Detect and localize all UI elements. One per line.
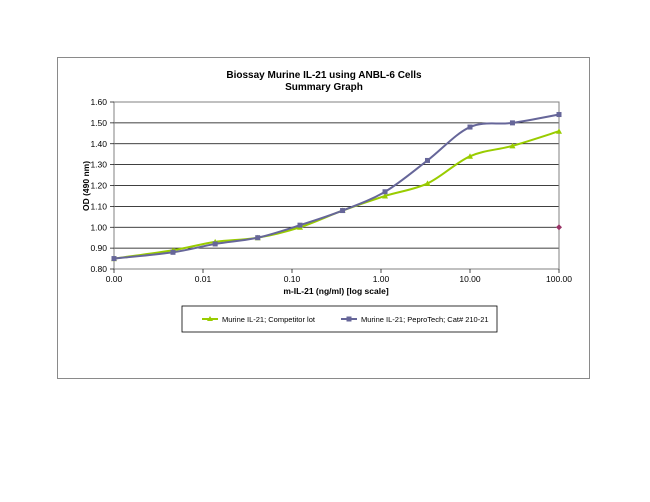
data-point [467,153,473,159]
data-point [212,241,218,247]
y-axis-ticks: 0.80 0.90 1.00 1.10 1.20 1.30 1.40 1.50 1.60 [90,97,114,274]
y-tick-label: 0.90 [90,243,107,253]
x-tick-label: 0.10 [284,274,301,284]
x-tick-label: 100.00 [546,274,572,284]
data-point [382,189,388,195]
x-axis-ticks: 0.00 0.01 0.10 1.00 10.00 100.00 [106,269,572,284]
x-tick-label: 0.00 [106,274,123,284]
data-point [424,157,430,163]
x-tick-label: 10.00 [459,274,481,284]
y-tick-label: 1.20 [90,181,107,191]
series-layer [111,112,562,262]
y-axis-title: OD (490 nm) [81,161,91,211]
data-point [382,192,389,199]
series-line-1 [113,113,560,260]
chart-subtitle: Summary Graph [285,82,363,93]
extra-data-point [556,224,562,231]
y-tick-label: 1.60 [90,97,107,107]
legend-item-0: Murine IL-21; Competitor lot [202,315,316,324]
data-point [170,249,176,255]
gridlines [114,101,559,270]
series-0 [111,128,562,262]
y-tick-label: 1.50 [90,118,107,128]
x-tick-label: 1.00 [373,274,390,284]
legend-item-1: Murine IL-21; PeproTech; Cat# 210-21 [341,315,489,324]
y-tick-label: 1.00 [90,222,107,232]
data-point [467,124,473,130]
legend-label-0: Murine IL-21; Competitor lot [222,315,316,324]
y-tick-label: 0.80 [90,264,107,274]
data-point [255,235,261,241]
y-tick-label: 1.40 [90,139,107,149]
data-point [509,120,515,126]
x-tick-label: 0.01 [195,274,212,284]
series-1 [111,112,562,262]
chart-svg: Biossay Murine IL-21 using ANBL-6 Cells … [81,70,572,333]
data-point [556,112,562,118]
legend-label-1: Murine IL-21; PeproTech; Cat# 210-21 [361,315,489,324]
y-tick-label: 1.30 [90,160,107,170]
data-point [509,142,516,149]
chart-frame: Biossay Murine IL-21 using ANBL-6 Cells … [57,57,590,379]
data-point [424,180,431,186]
legend-marker-0 [207,316,213,321]
data-point [556,128,562,134]
legend-box [181,305,498,333]
data-point [111,256,117,262]
x-axis-title: m-IL-21 (ng/ml) [log scale] [283,286,388,296]
legend-marker-1 [346,316,352,322]
y-tick-label: 1.10 [90,201,107,211]
data-point [340,208,346,214]
series-line-0 [113,130,560,260]
chart-title: Biossay Murine IL-21 using ANBL-6 Cells [226,70,422,81]
data-point [297,222,303,228]
